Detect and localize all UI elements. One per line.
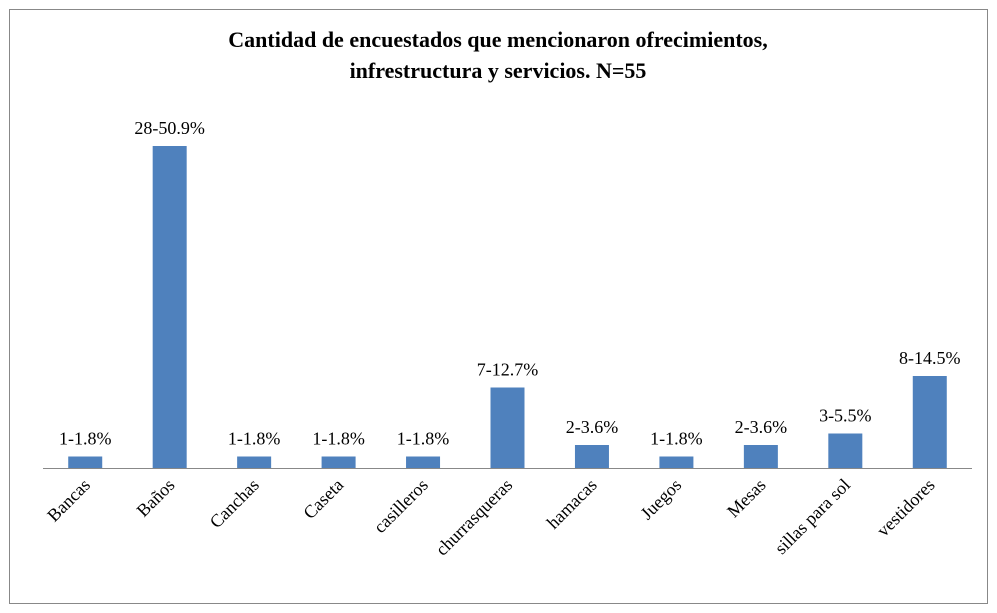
value-label: 3-5.5% <box>819 406 872 426</box>
value-label: 1-1.8% <box>650 429 703 449</box>
bar <box>152 146 187 468</box>
value-label: 2-3.6% <box>566 417 619 437</box>
chart-title: infrestructura y servicios. N=55 <box>350 58 647 83</box>
bar <box>406 456 441 468</box>
bar <box>659 456 694 468</box>
value-label: 1-1.8% <box>228 429 281 449</box>
bar <box>68 456 103 468</box>
value-label: 8-14.5% <box>899 348 961 368</box>
bar <box>237 456 272 468</box>
value-label: 1-1.8% <box>397 429 450 449</box>
bar <box>912 376 947 468</box>
value-label: 1-1.8% <box>312 429 365 449</box>
bar <box>574 445 609 468</box>
value-label: 1-1.8% <box>59 429 112 449</box>
bar <box>743 445 778 468</box>
chart-title: Cantidad de encuestados que mencionaron … <box>228 27 767 52</box>
bar <box>490 387 525 468</box>
value-label: 2-3.6% <box>735 417 788 437</box>
value-label: 7-12.7% <box>477 360 539 380</box>
bar <box>828 433 863 468</box>
value-label: 28-50.9% <box>134 118 205 138</box>
bar <box>321 456 356 468</box>
